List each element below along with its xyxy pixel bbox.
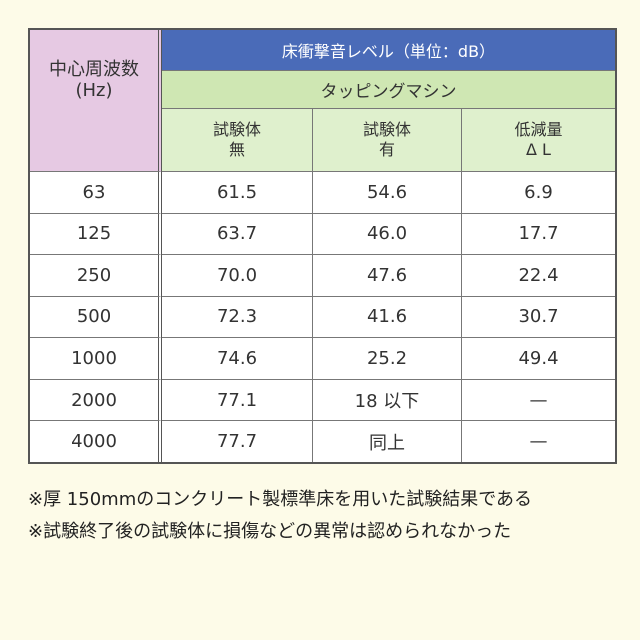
without-cell: 72.3 xyxy=(162,296,313,339)
reduction-cell: 49.4 xyxy=(462,338,615,380)
frequency-header: 中心周波数 (Hz) xyxy=(30,30,162,172)
table-row: 2000 77.1 18 以下 — xyxy=(30,379,615,422)
with-cell: 25.2 xyxy=(313,338,462,380)
table-row: 63 61.5 54.6 6.9 xyxy=(30,171,615,214)
unit-header: 床衝撃音レベル（単位：dB） xyxy=(162,30,615,71)
freq-cell: 2000 xyxy=(30,379,162,422)
reduction-cell: 6.9 xyxy=(462,172,615,214)
without-cell: 63.7 xyxy=(162,213,313,256)
machine-header: タッピングマシン xyxy=(162,70,615,110)
without-cell: 70.0 xyxy=(162,255,313,297)
footnote-no-damage: ※試験終了後の試験体に損傷などの異常は認められなかった xyxy=(28,521,512,542)
frequency-header-label: 中心周波数 xyxy=(49,59,139,81)
table-row: 250 70.0 47.6 22.4 xyxy=(30,255,615,297)
with-cell: 18 以下 xyxy=(313,379,462,422)
with-cell: 47.6 xyxy=(313,255,462,297)
col-without-sublabel: 無 xyxy=(228,140,245,160)
with-cell: 41.6 xyxy=(313,296,462,339)
col-with-specimen: 試験体 有 xyxy=(313,109,462,172)
col-reduction-sublabel: Δ L xyxy=(526,140,551,160)
table-row: 1000 74.6 25.2 49.4 xyxy=(30,338,615,380)
col-reduction-label: 低減量 xyxy=(514,120,563,140)
frequency-header-unit: (Hz) xyxy=(75,80,113,102)
without-cell: 74.6 xyxy=(162,338,313,380)
with-cell: 46.0 xyxy=(313,213,462,256)
col-without-label: 試験体 xyxy=(212,120,261,140)
without-cell: 61.5 xyxy=(162,171,313,214)
freq-cell: 500 xyxy=(30,296,162,339)
freq-cell: 1000 xyxy=(30,338,162,380)
col-reduction: 低減量 Δ L xyxy=(462,109,615,172)
col-with-sublabel: 有 xyxy=(378,140,395,160)
with-cell: 同上 xyxy=(313,421,462,462)
sound-level-table: 中心周波数 (Hz) 床衝撃音レベル（単位：dB） タッピングマシン 試験体 無… xyxy=(28,28,617,464)
with-cell: 54.6 xyxy=(313,171,462,214)
reduction-cell: 30.7 xyxy=(462,297,615,339)
footnote-test-floor: ※厚 150mmのコンクリート製標準床を用いた試験結果である xyxy=(28,489,533,510)
col-with-label: 試験体 xyxy=(362,120,411,140)
reduction-cell: — xyxy=(462,380,615,422)
footnotes: ※厚 150mmのコンクリート製標準床を用いた試験結果である ※試験終了後の試験… xyxy=(28,484,628,548)
reduction-cell: — xyxy=(529,431,548,453)
without-cell: 77.1 xyxy=(162,379,313,422)
freq-cell: 250 xyxy=(30,255,162,297)
table-row: 125 63.7 46.0 17.7 xyxy=(30,213,615,256)
table-row: 500 72.3 41.6 30.7 xyxy=(30,296,615,339)
freq-cell: 63 xyxy=(30,171,162,214)
freq-cell: 125 xyxy=(30,213,162,256)
table-row: 4000 77.7 同上 — xyxy=(30,421,615,462)
without-cell: 77.7 xyxy=(162,421,313,462)
reduction-cell: 22.4 xyxy=(462,255,615,297)
freq-cell: 4000 xyxy=(30,421,162,462)
reduction-cell: 17.7 xyxy=(462,214,615,256)
col-without-specimen: 試験体 無 xyxy=(162,109,313,172)
